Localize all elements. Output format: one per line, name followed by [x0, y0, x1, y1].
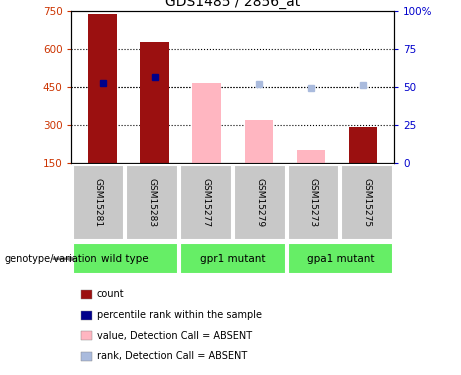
Bar — [141, 42, 169, 163]
Text: GSM15275: GSM15275 — [363, 178, 372, 227]
Bar — [288, 243, 393, 274]
Bar — [72, 165, 124, 240]
Bar — [244, 120, 273, 163]
Text: GSM15273: GSM15273 — [309, 178, 318, 227]
Text: GSM15279: GSM15279 — [255, 178, 264, 227]
Bar — [180, 165, 232, 240]
Bar — [89, 14, 117, 163]
Text: gpr1 mutant: gpr1 mutant — [200, 254, 266, 264]
Text: value, Detection Call = ABSENT: value, Detection Call = ABSENT — [97, 331, 252, 340]
Text: GSM15281: GSM15281 — [94, 178, 103, 227]
Text: percentile rank within the sample: percentile rank within the sample — [97, 310, 262, 320]
Bar — [288, 165, 339, 240]
Text: rank, Detection Call = ABSENT: rank, Detection Call = ABSENT — [97, 351, 247, 361]
Bar — [72, 243, 178, 274]
Bar — [234, 165, 285, 240]
Text: genotype/variation: genotype/variation — [5, 254, 97, 264]
Text: GSM15277: GSM15277 — [201, 178, 210, 227]
Bar — [349, 127, 377, 163]
Text: gpa1 mutant: gpa1 mutant — [307, 254, 374, 264]
Text: wild type: wild type — [101, 254, 149, 264]
Bar — [193, 82, 221, 163]
Text: count: count — [97, 290, 124, 299]
Bar — [342, 165, 393, 240]
Title: GDS1485 / 2856_at: GDS1485 / 2856_at — [165, 0, 301, 9]
Text: GSM15283: GSM15283 — [148, 178, 157, 227]
Bar — [180, 243, 285, 274]
Bar — [296, 150, 325, 163]
Bar — [126, 165, 178, 240]
